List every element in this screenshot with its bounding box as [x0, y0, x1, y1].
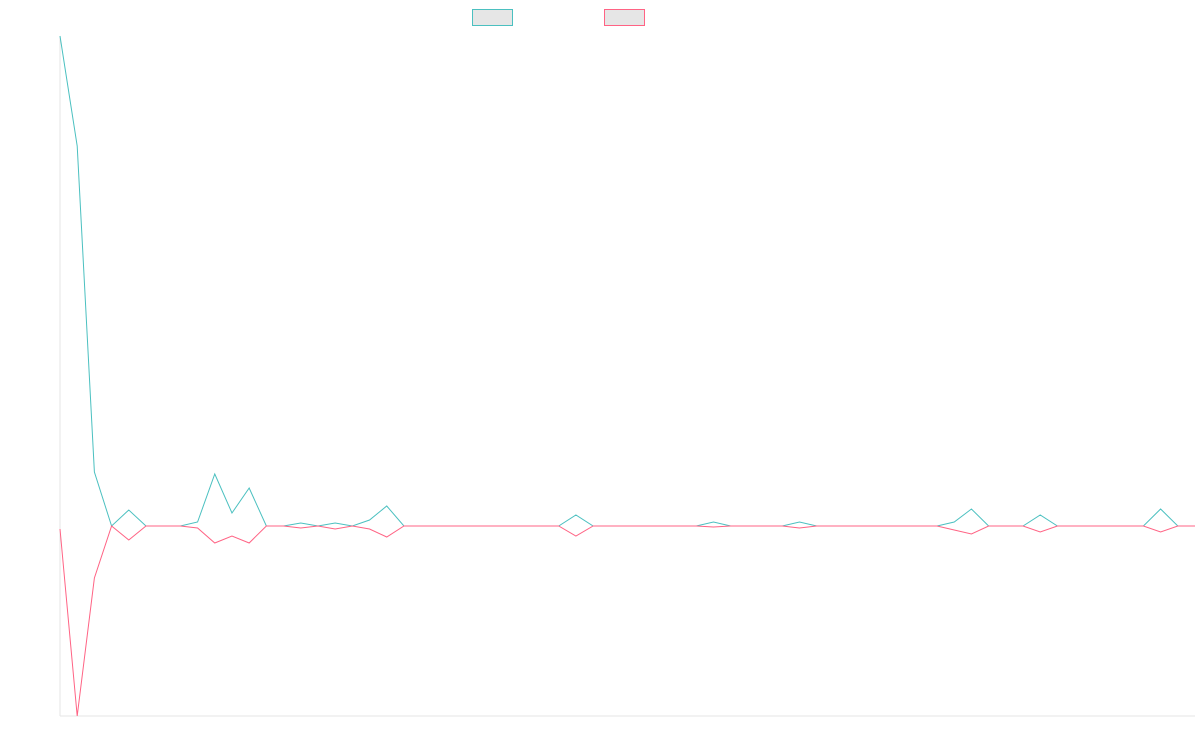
- plot-area: [59, 35, 1195, 717]
- series-line-1: [59, 35, 1195, 527]
- legend-item-2[interactable]: [604, 9, 645, 26]
- legend-swatch-1[interactable]: [472, 9, 513, 26]
- legend-item-1[interactable]: [472, 9, 513, 26]
- legend-swatch-2[interactable]: [604, 9, 645, 26]
- series-line-2: [59, 525, 1195, 717]
- legend: [472, 9, 645, 26]
- axes: [59, 36, 1195, 717]
